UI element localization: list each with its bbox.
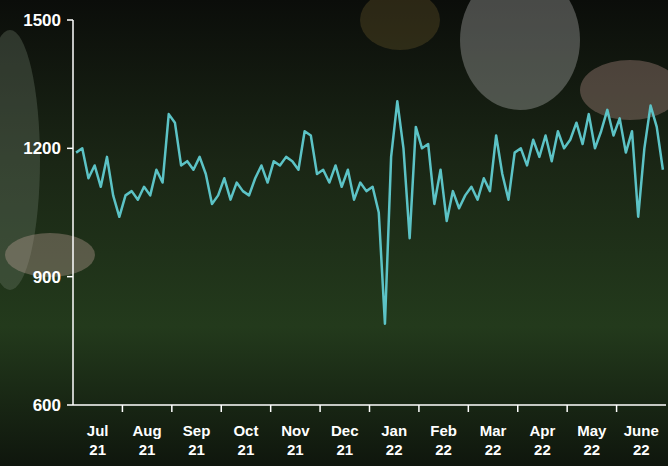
y-tick	[67, 19, 73, 21]
x-separator	[616, 405, 618, 412]
label-line: Dec	[331, 422, 359, 439]
y-tick	[67, 404, 73, 406]
x-separator	[270, 405, 272, 412]
x-separator	[517, 405, 519, 412]
x-separator	[122, 405, 124, 412]
x-tick-label: Feb 22	[430, 422, 457, 458]
x-tick-label: Apr 22	[530, 422, 556, 458]
x-tick-label: Mar 22	[480, 422, 507, 458]
label-line: Feb	[430, 422, 457, 439]
label-line: 21	[287, 441, 304, 458]
label-line: 21	[336, 441, 353, 458]
x-tick-label: Oct 21	[233, 422, 258, 458]
y-tick-label: 1500	[23, 11, 61, 30]
label-line: May	[577, 422, 607, 439]
label-line: Sep	[183, 422, 211, 439]
y-tick	[67, 148, 73, 150]
x-tick-label: Jul 21	[87, 422, 109, 458]
y-tick-label: 900	[33, 268, 61, 287]
label-line: 22	[534, 441, 551, 458]
x-separator	[171, 405, 173, 412]
y-axis	[72, 20, 74, 405]
label-line: Oct	[233, 422, 258, 439]
decor	[580, 60, 668, 120]
x-tick-label: Jan 22	[381, 422, 407, 458]
label-line: 22	[485, 441, 502, 458]
label-line: 22	[386, 441, 403, 458]
x-tick-label: May 22	[577, 422, 607, 458]
label-line: Nov	[281, 422, 310, 439]
chart: 60090012001500Jul21Aug21Sep21Oct21Nov21D…	[0, 0, 668, 466]
x-separator	[418, 405, 420, 412]
x-separator	[221, 405, 223, 412]
x-tick-label: Aug 21	[133, 422, 162, 458]
label-line: 22	[435, 441, 452, 458]
x-separator	[468, 405, 470, 412]
decor	[460, 0, 580, 110]
label-line: 21	[188, 441, 205, 458]
x-tick-label: June 22	[624, 422, 659, 458]
decor	[360, 0, 440, 50]
y-tick-label: 600	[33, 396, 61, 415]
label-line: Aug	[133, 422, 162, 439]
x-tick-label: Sep 21	[183, 422, 211, 458]
data-line	[76, 101, 663, 323]
plot-area	[76, 101, 663, 323]
x-tick-label: Nov 21	[281, 422, 310, 458]
y-tick	[67, 276, 73, 278]
label-line: June	[624, 422, 659, 439]
label-line: 21	[238, 441, 255, 458]
x-separator	[319, 405, 321, 412]
label-line: 21	[139, 441, 156, 458]
x-separator	[566, 405, 568, 412]
label-line: Jul	[87, 422, 109, 439]
label-line: Mar	[480, 422, 507, 439]
label-line: 22	[633, 441, 650, 458]
y-tick-label: 1200	[23, 139, 61, 158]
x-separator	[369, 405, 371, 412]
label-line: 22	[584, 441, 601, 458]
label-line: Apr	[530, 422, 556, 439]
label-line: 21	[89, 441, 106, 458]
label-line: Jan	[381, 422, 407, 439]
x-tick-label: Dec 21	[331, 422, 359, 458]
